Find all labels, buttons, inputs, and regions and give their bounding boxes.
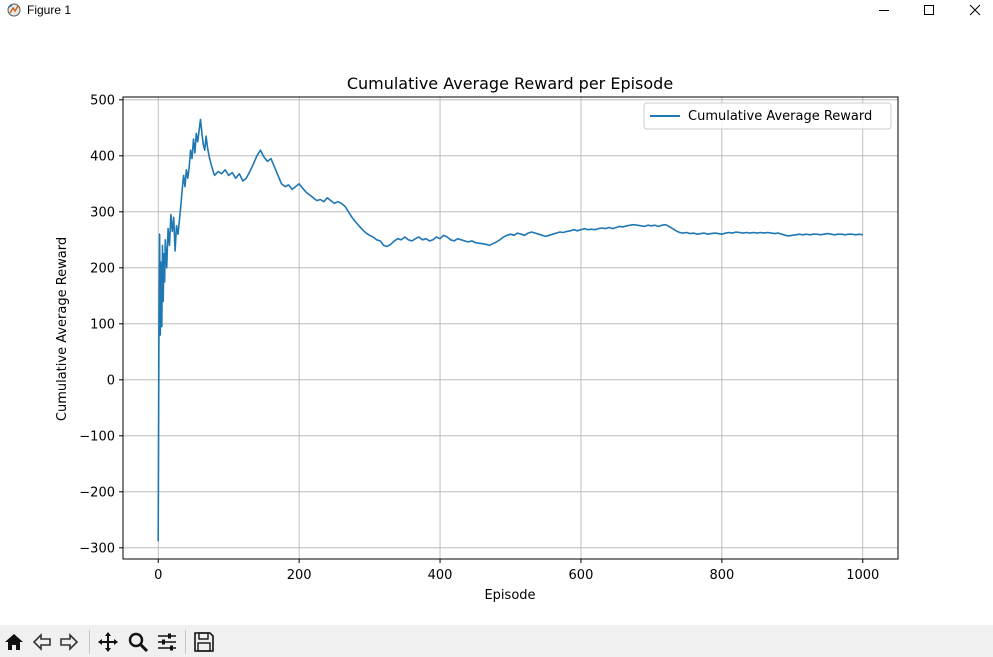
save-icon [194,632,214,652]
x-tick-label: 600 [569,568,594,583]
maximize-button[interactable] [906,0,952,20]
home-button[interactable] [1,629,27,655]
maximize-icon [924,5,934,15]
line-chart[interactable]: 0 200 400 600 800 10005004003002001000−100−20… [0,20,993,625]
zoom-button[interactable] [125,629,151,655]
back-button[interactable] [29,629,55,655]
y-tick-label: −300 [79,541,115,556]
toolbar-separator [185,630,186,654]
x-tick-label: 800 [709,568,734,583]
y-tick-label: 500 [90,93,115,108]
y-tick-label: 300 [90,205,115,220]
configure-subplots-icon [158,633,176,651]
x-tick-label: 1000 [846,568,879,583]
y-axis-label: Cumulative Average Reward [55,237,70,421]
x-tick-label: 200 [287,568,312,583]
pan-icon [98,632,118,652]
y-tick-label: 0 [107,373,115,388]
ticks-layer: 0 200 400 600 800 10005004003002001000−100−20… [79,93,879,583]
legend-box [643,102,892,130]
navigation-toolbar [0,625,993,657]
close-icon [969,4,981,16]
line-layer [157,118,863,542]
legend: Cumulative Average Reward [643,102,892,130]
x-tick-label: 400 [428,568,453,583]
figure-app-icon [7,3,21,17]
window-titlebar: Figure 1 [0,0,993,20]
y-tick-label: 100 [90,317,115,332]
y-tick-label: −200 [79,485,115,500]
toolbar-separator [89,630,90,654]
minimize-button[interactable] [861,0,907,20]
home-icon [5,634,23,650]
y-tick-label: −100 [79,429,115,444]
legend-label: Cumulative Average Reward [688,109,872,124]
window-title: Figure 1 [27,3,72,17]
save-button[interactable] [191,629,217,655]
back-icon [32,633,51,651]
y-tick-label: 400 [90,149,115,164]
chart-title: Cumulative Average Reward per Episode [347,74,673,93]
configure-subplots-button[interactable] [154,629,180,655]
close-button[interactable] [952,0,993,20]
axes-frame [122,96,899,560]
grid-layer [123,97,898,559]
y-tick-label: 200 [90,261,115,276]
x-axis-label: Episode [484,588,535,603]
x-tick-label: 0 [154,568,162,583]
zoom-icon [128,632,149,653]
forward-icon [60,633,79,651]
minimize-icon [879,10,889,11]
pan-button[interactable] [95,629,121,655]
series-line [157,118,863,542]
forward-button[interactable] [56,629,82,655]
